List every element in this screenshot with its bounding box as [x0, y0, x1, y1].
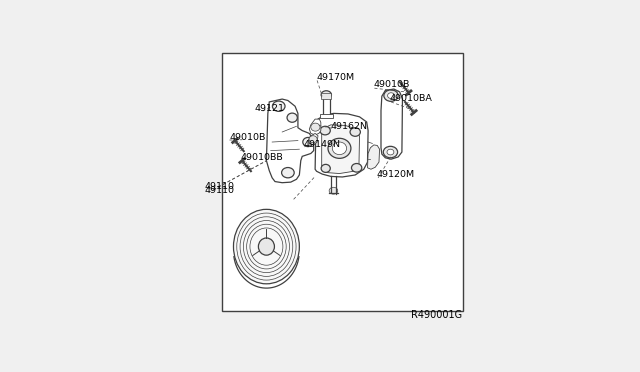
- Text: 49149N: 49149N: [303, 140, 340, 149]
- Ellipse shape: [332, 142, 347, 155]
- Text: 49162N: 49162N: [331, 122, 368, 131]
- Ellipse shape: [388, 93, 394, 99]
- Text: 49010B: 49010B: [373, 80, 410, 89]
- Ellipse shape: [351, 164, 362, 172]
- Ellipse shape: [309, 136, 317, 142]
- Bar: [320, 114, 333, 118]
- Ellipse shape: [383, 146, 397, 158]
- Ellipse shape: [350, 128, 360, 136]
- Ellipse shape: [328, 138, 351, 158]
- Text: 49010BB: 49010BB: [241, 153, 284, 162]
- Ellipse shape: [234, 209, 300, 284]
- Bar: [222, 53, 463, 311]
- Text: 49010BA: 49010BA: [390, 94, 433, 103]
- Text: 49110: 49110: [204, 186, 234, 195]
- Ellipse shape: [329, 187, 338, 194]
- Ellipse shape: [282, 167, 294, 178]
- Polygon shape: [315, 113, 368, 177]
- Bar: [321, 93, 332, 99]
- Text: 49010B: 49010B: [229, 133, 266, 142]
- Ellipse shape: [387, 149, 394, 155]
- Text: 49121: 49121: [255, 105, 285, 113]
- Ellipse shape: [311, 123, 320, 131]
- Ellipse shape: [287, 113, 298, 122]
- Text: R490001G: R490001G: [411, 310, 462, 320]
- Text: 49110: 49110: [204, 182, 234, 191]
- Ellipse shape: [320, 126, 330, 135]
- Text: 49170M: 49170M: [317, 73, 355, 82]
- Polygon shape: [266, 99, 314, 183]
- Ellipse shape: [321, 164, 330, 172]
- Polygon shape: [322, 125, 360, 173]
- Ellipse shape: [321, 91, 332, 99]
- Polygon shape: [381, 89, 403, 159]
- Text: 49120M: 49120M: [377, 170, 415, 179]
- Ellipse shape: [259, 238, 275, 255]
- Ellipse shape: [303, 137, 313, 147]
- Polygon shape: [309, 119, 321, 135]
- Polygon shape: [367, 145, 380, 169]
- Polygon shape: [308, 134, 318, 145]
- Ellipse shape: [384, 90, 398, 101]
- Bar: [323, 95, 330, 115]
- Ellipse shape: [273, 101, 285, 111]
